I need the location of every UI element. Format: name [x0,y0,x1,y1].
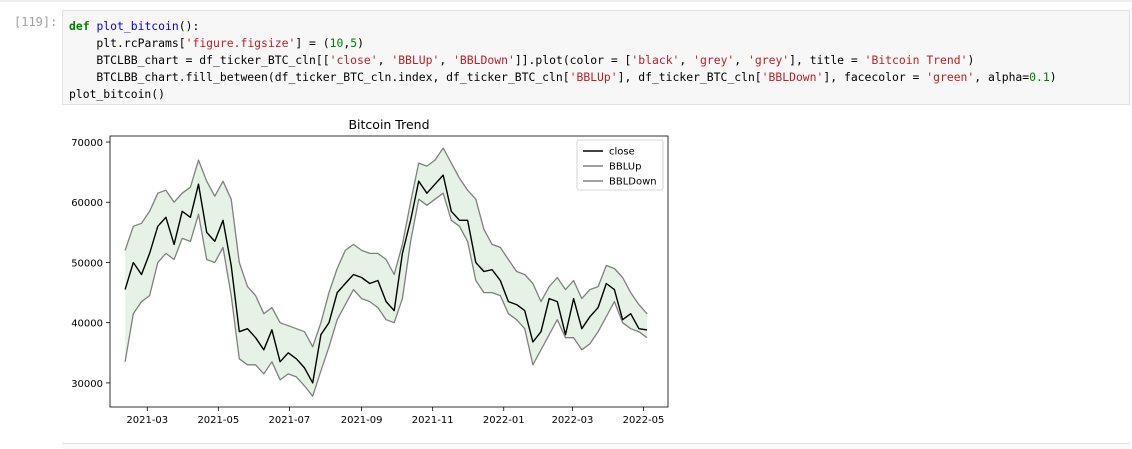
x-tick-label: 2022-01 [483,415,525,426]
code-token: [ [178,36,186,50]
code-token: 'grey' [693,53,735,67]
legend-label-bbldown: BBLDown [609,177,657,188]
next-cell-edge [62,443,1130,449]
code-line: BTCLBB_chart.fill_between(df_ticker_BTC_… [69,70,1057,84]
x-tick-label: 2022-05 [623,415,665,426]
plot-frame [109,135,669,408]
legend-label-bblup: BBLUp [609,162,641,173]
x-tick-label: 2021-09 [341,415,383,426]
code-token: 'BBLUp' [391,53,440,67]
code-token: plot_bitcoin [96,19,179,33]
code-token: ) [967,53,975,67]
code-token: 'black' [631,53,680,67]
code-token: 'green' [926,70,975,84]
code-token: BTCLBB_chart = df_ticker_BTC_cln[[ [69,53,330,67]
x-tick-label: 2021-11 [412,415,454,426]
series-line-bbldown [124,192,648,397]
code-token: 'figure.figsize' [185,36,296,50]
x-tick-label: 2021-05 [197,415,239,426]
x-tick-label: 2022-03 [552,415,594,426]
code-line: plt.rcParams['figure.figsize'] = (10,5) [69,36,364,50]
cell-separator [0,0,1132,2]
code-token: 5 [350,36,358,50]
legend-label-close: close [609,147,635,158]
code-token: def [69,19,90,33]
code-token: ]].plot(color = [ [514,53,632,67]
code-token: 'BBLUp' [569,70,618,84]
code-token: , alpha= [974,70,1030,84]
code-token: , [439,53,454,67]
code-token: 'BBLDown' [761,70,824,84]
code-token: BTCLBB_chart.fill_between(df_ticker_BTC_… [69,70,570,84]
y-tick-label: 70000 [71,138,103,149]
band-fill [125,148,648,397]
cell-prompt: [119]: [14,15,58,29]
code-token: , [377,53,392,67]
y-tick-label: 40000 [71,319,103,330]
code-line: BTCLBB_chart = df_ticker_BTC_cln[['close… [69,53,974,67]
code-token: ], facecolor = [823,70,927,84]
code-token: plot_bitcoin() [69,87,166,101]
code-token: 'grey' [748,53,790,67]
chart-title: Bitcoin Trend [348,117,429,132]
y-tick-label: 50000 [71,258,103,269]
code-token: 10 [329,36,344,50]
cell-output: Bitcoin Trend 30000 40000 50000 60000 70000 20… [62,110,682,440]
code-token: ] = ( [295,36,330,50]
code-token: ], title = [789,53,865,67]
series-line-bblup [124,147,648,348]
code-token: 'BBLDown' [453,53,515,67]
y-tick-label: 30000 [71,379,103,390]
code-cell[interactable]: def plot_bitcoin(): plt.rcParams['figure… [62,10,1130,105]
code-token: 'close' [329,53,378,67]
code-token: , [734,53,749,67]
code-line: plot_bitcoin() [69,87,165,101]
code-token: (): [178,19,200,33]
code-editor[interactable]: def plot_bitcoin(): plt.rcParams['figure… [69,18,1057,103]
code-token: , [343,36,351,50]
code-token: ) [357,36,364,50]
series-line-close [124,174,648,384]
code-token: 'Bitcoin Trend' [864,53,968,67]
chart-legend: close BBLUp BBLDown [576,139,664,191]
x-tick-label: 2021-03 [126,415,168,426]
code-token: ) [1049,70,1057,84]
code-token: ], df_ticker_BTC_cln[ [617,70,762,84]
code-token: 0.1 [1029,70,1050,84]
code-token: rcParams [123,36,179,50]
bitcoin-trend-chart: Bitcoin Trend 30000 40000 50000 60000 70000 20… [71,117,669,426]
code-line: def plot_bitcoin(): [69,19,199,33]
legend-box [576,139,664,191]
y-tick-label: 60000 [71,198,103,209]
code-token: plt. [69,36,124,50]
x-tick-label: 2021-07 [269,415,311,426]
code-token: , [679,53,694,67]
